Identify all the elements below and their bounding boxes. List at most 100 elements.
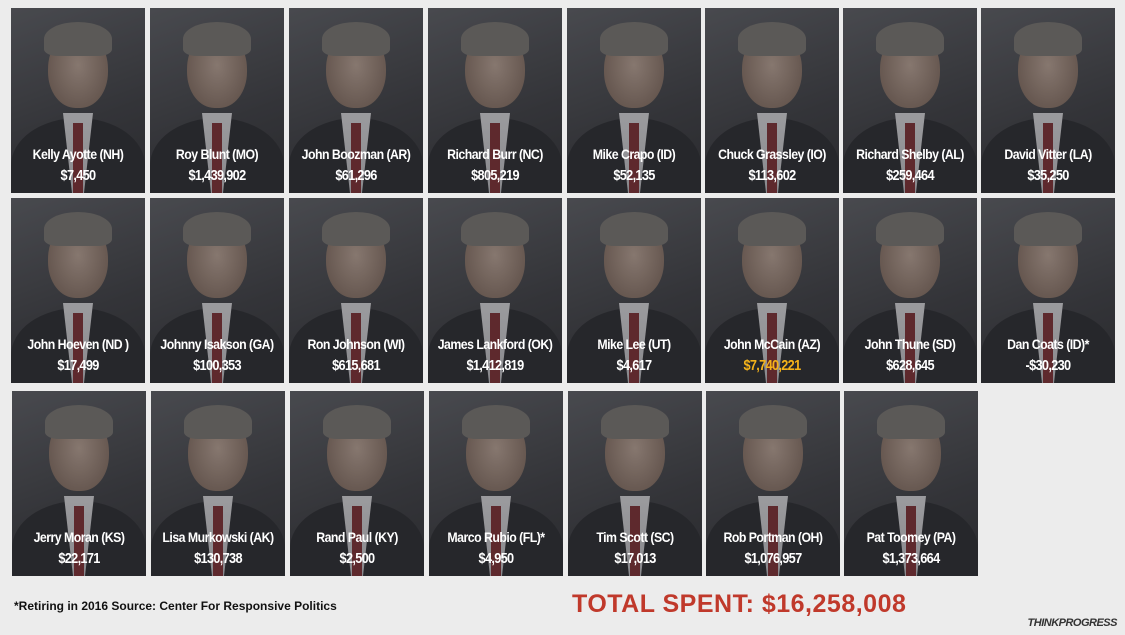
portrait-tie bbox=[73, 123, 83, 193]
portrait-tie bbox=[905, 313, 915, 383]
photo-overlay bbox=[289, 198, 423, 383]
portrait-hair bbox=[461, 212, 529, 246]
senator-card: Richard Shelby (AL) $259,464 bbox=[843, 8, 977, 193]
senator-name: Kelly Ayotte (NH) bbox=[32, 146, 124, 162]
portrait-tie bbox=[629, 123, 639, 193]
senator-amount: $259,464 bbox=[886, 167, 934, 184]
senator-name: John Thune (SD) bbox=[864, 336, 956, 352]
senator-name: Roy Blunt (MO) bbox=[175, 146, 259, 162]
portrait-tie bbox=[352, 506, 362, 576]
senator-name: Rand Paul (KY) bbox=[316, 529, 398, 545]
portrait-hair bbox=[44, 212, 112, 246]
senator-name: Rob Portman (OH) bbox=[723, 529, 823, 545]
senator-card: Ron Johnson (WI) $615,681 bbox=[289, 198, 423, 383]
senator-card: John Hoeven (ND ) $17,499 bbox=[11, 198, 145, 383]
senator-card: Pat Toomey (PA) $1,373,664 bbox=[844, 391, 978, 576]
photo-overlay bbox=[568, 391, 702, 576]
portrait-tie bbox=[213, 506, 223, 576]
senator-amount: $100,353 bbox=[193, 357, 241, 374]
senator-amount: $113,602 bbox=[748, 167, 796, 184]
senator-card: John Boozman (AR) $61,296 bbox=[289, 8, 423, 193]
photo-overlay bbox=[843, 8, 977, 193]
photo-overlay bbox=[12, 391, 146, 576]
senator-amount: $22,171 bbox=[58, 550, 100, 567]
photo-overlay bbox=[705, 198, 839, 383]
senator-name: Mike Lee (UT) bbox=[597, 336, 671, 352]
senator-amount: $17,499 bbox=[57, 357, 99, 374]
portrait-tie bbox=[490, 123, 500, 193]
senator-amount: $4,617 bbox=[616, 357, 653, 374]
senator-card: Mike Crapo (ID) $52,135 bbox=[567, 8, 701, 193]
photo-overlay bbox=[428, 198, 562, 383]
photo-overlay bbox=[151, 391, 285, 576]
portrait-hair bbox=[877, 405, 945, 439]
portrait-hair bbox=[600, 22, 668, 56]
photo-overlay bbox=[567, 8, 701, 193]
photo-overlay bbox=[981, 198, 1115, 383]
senator-amount: $52,135 bbox=[613, 167, 655, 184]
portrait-tie bbox=[629, 313, 639, 383]
portrait-hair bbox=[739, 405, 807, 439]
senator-amount: $17,013 bbox=[614, 550, 656, 567]
portrait-tie bbox=[351, 313, 361, 383]
senator-card: Richard Burr (NC) $805,219 bbox=[428, 8, 562, 193]
senator-name: Dan Coats (ID)* bbox=[1007, 336, 1089, 352]
senator-card: Roy Blunt (MO) $1,439,902 bbox=[150, 8, 284, 193]
senator-card: Rand Paul (KY) $2,500 bbox=[290, 391, 424, 576]
portrait-hair bbox=[876, 22, 944, 56]
portrait-tie bbox=[490, 313, 500, 383]
senator-amount: $61,296 bbox=[335, 167, 377, 184]
senator-amount: $628,645 bbox=[886, 357, 934, 374]
portrait-tie bbox=[767, 123, 777, 193]
portrait-tie bbox=[491, 506, 501, 576]
photo-overlay bbox=[706, 391, 840, 576]
photo-overlay bbox=[567, 198, 701, 383]
portrait-hair bbox=[45, 405, 113, 439]
senator-name: John McCain (AZ) bbox=[723, 336, 821, 352]
photo-overlay bbox=[429, 391, 563, 576]
senator-amount: $1,439,902 bbox=[188, 167, 246, 184]
portrait-hair bbox=[462, 405, 530, 439]
thinkprogress-logo: THINKPROGRESS bbox=[1027, 617, 1118, 629]
senator-card: David Vitter (LA) $35,250 bbox=[981, 8, 1115, 193]
total-spent: TOTAL SPENT: $16,258,008 bbox=[572, 590, 907, 618]
senator-amount: $615,681 bbox=[332, 357, 380, 374]
senator-card: Johnny Isakson (GA) $100,353 bbox=[150, 198, 284, 383]
footnote-source: *Retiring in 2016 Source: Center For Res… bbox=[14, 599, 337, 613]
senator-card: Rob Portman (OH) $1,076,957 bbox=[706, 391, 840, 576]
photo-overlay bbox=[11, 198, 145, 383]
senator-amount: $2,500 bbox=[339, 550, 376, 567]
senator-amount: -$30,230 bbox=[1025, 357, 1072, 374]
senator-amount: $7,740,221 bbox=[743, 357, 801, 374]
portrait-hair bbox=[322, 212, 390, 246]
portrait-tie bbox=[74, 506, 84, 576]
portrait-hair bbox=[183, 212, 251, 246]
senator-name: James Lankford (OK) bbox=[437, 336, 553, 352]
photo-overlay bbox=[150, 198, 284, 383]
senator-name: Jerry Moran (KS) bbox=[33, 529, 125, 545]
senator-amount: $4,950 bbox=[478, 550, 515, 567]
senator-name: Marco Rubio (FL)* bbox=[447, 529, 545, 545]
senator-card: Marco Rubio (FL)* $4,950 bbox=[429, 391, 563, 576]
senator-card: John McCain (AZ) $7,740,221 bbox=[705, 198, 839, 383]
portrait-hair bbox=[1014, 22, 1082, 56]
senator-amount: $805,219 bbox=[471, 167, 519, 184]
photo-overlay bbox=[981, 8, 1115, 193]
senator-amount: $1,373,664 bbox=[882, 550, 940, 567]
senator-amount: $130,738 bbox=[194, 550, 242, 567]
senator-card: Jerry Moran (KS) $22,171 bbox=[12, 391, 146, 576]
photo-overlay bbox=[150, 8, 284, 193]
photo-overlay bbox=[290, 391, 424, 576]
portrait-hair bbox=[183, 22, 251, 56]
portrait-tie bbox=[630, 506, 640, 576]
senator-card: John Thune (SD) $628,645 bbox=[843, 198, 977, 383]
senator-card: Lisa Murkowski (AK) $130,738 bbox=[151, 391, 285, 576]
portrait-hair bbox=[461, 22, 529, 56]
photo-overlay bbox=[844, 391, 978, 576]
senator-name: Tim Scott (SC) bbox=[596, 529, 674, 545]
senator-name: John Boozman (AR) bbox=[301, 146, 411, 162]
portrait-hair bbox=[600, 212, 668, 246]
senator-name: Richard Burr (NC) bbox=[447, 146, 543, 162]
portrait-hair bbox=[738, 22, 806, 56]
senator-name: Ron Johnson (WI) bbox=[307, 336, 405, 352]
